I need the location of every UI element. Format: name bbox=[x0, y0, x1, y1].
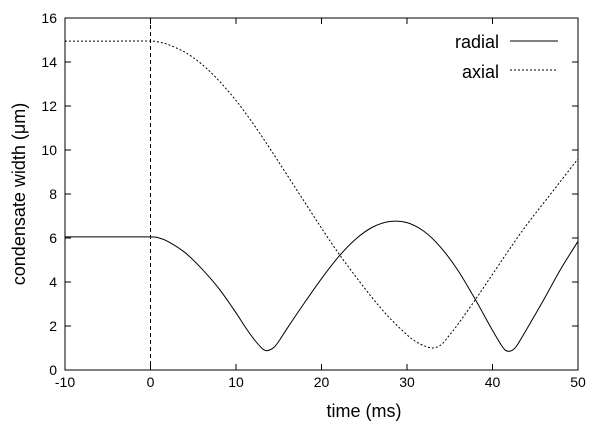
y-tick-label: 16 bbox=[41, 10, 57, 26]
y-axis-title: condensate width (μm) bbox=[9, 103, 29, 285]
x-tick-label: -10 bbox=[55, 374, 75, 390]
y-axis-ticks: 0 2 4 6 8 10 12 14 16 bbox=[41, 10, 578, 378]
plot-frame bbox=[64, 17, 579, 371]
x-axis-ticks: -10 0 10 20 30 40 50 bbox=[55, 18, 586, 390]
y-tick-label: 4 bbox=[49, 274, 57, 290]
plot-area-border bbox=[64, 17, 579, 371]
x-tick-label: 40 bbox=[485, 374, 501, 390]
x-axis-title: time (ms) bbox=[327, 401, 402, 421]
y-tick-label: 14 bbox=[41, 54, 57, 70]
y-tick-label: 8 bbox=[49, 186, 57, 202]
legend-label-axial: axial bbox=[462, 62, 499, 82]
legend: radial axial bbox=[455, 32, 558, 82]
series-line-axial bbox=[64, 40, 579, 349]
y-tick-label: 12 bbox=[41, 98, 57, 114]
y-tick-label: 0 bbox=[49, 362, 57, 378]
x-tick-label: 10 bbox=[228, 374, 244, 390]
x-tick-label: 0 bbox=[147, 374, 155, 390]
legend-label-radial: radial bbox=[455, 32, 499, 52]
y-tick-label: 6 bbox=[49, 230, 57, 246]
x-tick-label: 30 bbox=[399, 374, 415, 390]
series-line-radial bbox=[65, 220, 579, 352]
x-tick-label: 50 bbox=[570, 374, 586, 390]
x-tick-label: 20 bbox=[314, 374, 330, 390]
y-tick-label: 10 bbox=[41, 142, 57, 158]
series-layer bbox=[64, 40, 579, 352]
y-tick-label: 2 bbox=[49, 318, 57, 334]
